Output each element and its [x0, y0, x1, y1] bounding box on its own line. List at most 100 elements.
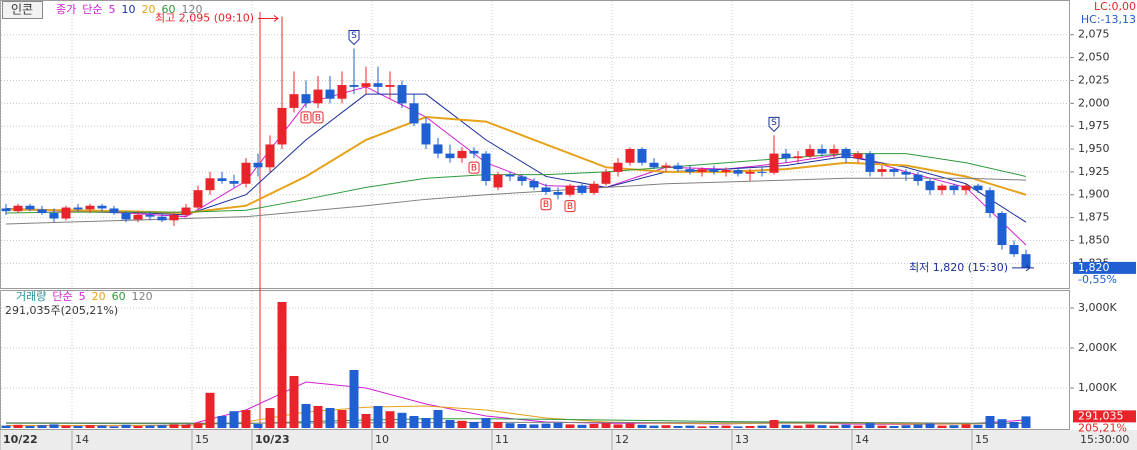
legend-entry: 20 [142, 3, 156, 16]
candle-body [889, 169, 899, 172]
candle-body [433, 144, 443, 154]
volume-bar [565, 424, 575, 428]
candle-body [901, 171, 911, 175]
volume-bar [97, 425, 107, 428]
volume-bar [673, 426, 683, 428]
volume-bar [757, 425, 767, 428]
volume-bar [85, 425, 95, 428]
volume-bar [865, 423, 875, 428]
candle-body [313, 89, 323, 104]
candle-body [397, 85, 407, 104]
volume-bar [181, 424, 191, 428]
stock-tab-label[interactable]: 인콘 [11, 3, 33, 17]
candle-body [301, 94, 311, 104]
volume-bar [481, 418, 491, 428]
volume-bar [997, 419, 1007, 428]
candle-body [913, 174, 923, 182]
x-end-label: 15:30:00 [1080, 433, 1129, 446]
candle-body [409, 103, 419, 124]
candle-body [805, 149, 815, 157]
volume-bar [169, 424, 179, 428]
volume-bar [349, 370, 359, 428]
volume-bar [241, 410, 251, 428]
legend-entry: 120 [182, 3, 203, 16]
volume-bar [841, 424, 851, 428]
high-arrow [258, 15, 279, 22]
x-tick-label: 12 [615, 433, 629, 446]
candle-body [601, 171, 611, 184]
last-price-label: 1,820 [1078, 261, 1110, 274]
ma-line [5, 116, 1027, 215]
volume-bar [229, 411, 239, 428]
volume-bar [445, 420, 455, 428]
volume-bar [817, 425, 827, 428]
last-volume-box [1073, 410, 1136, 423]
volume-bar [325, 408, 335, 428]
candle-body [649, 162, 659, 168]
stock-tab[interactable] [2, 1, 43, 19]
candle-body [289, 94, 299, 108]
volume-bar [745, 426, 755, 428]
sell-signal-label: S [351, 31, 357, 41]
candle-body [13, 205, 23, 212]
y-tick-label: 2,000 [1078, 96, 1110, 109]
ma-line [5, 93, 1027, 223]
x-axis-band [0, 430, 1137, 450]
candle-body [529, 181, 539, 188]
candle-body [949, 185, 959, 191]
candle-body [229, 181, 239, 184]
x-tick-label: 14 [75, 433, 89, 446]
candle-body [865, 153, 875, 172]
candle-body [565, 185, 575, 195]
y-tick-label: 1,950 [1078, 142, 1110, 155]
candle-body [133, 214, 143, 220]
candle-body [205, 178, 215, 191]
candle-body [817, 149, 827, 154]
candle-body [685, 169, 695, 172]
candle-body [253, 162, 263, 168]
candle-body [985, 190, 995, 214]
candle-body [109, 208, 119, 214]
volume-bar [577, 424, 587, 428]
candle-body [829, 149, 839, 154]
volume-bar [361, 414, 371, 428]
candle-body [325, 89, 335, 99]
y-tick-label: 2,075 [1078, 28, 1110, 41]
candle-body [577, 185, 587, 193]
volume-bar [397, 412, 407, 428]
volume-info: 291,035주(205,21%) [5, 304, 118, 317]
candle-body [781, 153, 791, 159]
volume-bar [217, 416, 227, 428]
candle-body [733, 170, 743, 174]
volume-bar [721, 425, 731, 428]
candle-body [997, 213, 1007, 246]
candle-body [613, 162, 623, 172]
volume-bar [949, 425, 959, 428]
volume-bar [265, 408, 275, 428]
volume-bar [769, 420, 779, 428]
candle-body [277, 107, 287, 145]
buy-signal [312, 111, 324, 124]
volume-bar [601, 423, 611, 428]
hc-label: HC:-13,13 [1081, 13, 1136, 26]
legend-entry: 5 [79, 290, 86, 303]
candle-body [349, 85, 359, 87]
volume-bar [301, 404, 311, 428]
y-tick-label: 2,050 [1078, 51, 1110, 64]
x-tick-label: 13 [735, 433, 749, 446]
x-tick-label: 14 [855, 433, 869, 446]
candle-body [49, 213, 59, 219]
ma-line [5, 421, 1027, 424]
candle-body [925, 181, 935, 191]
candle-body [1009, 245, 1019, 255]
candle-body [265, 144, 275, 168]
buy-signal [300, 111, 312, 124]
candle-body [517, 176, 527, 182]
candle-body [1, 208, 11, 212]
x-tick-label: 10 [375, 433, 389, 446]
volume-bar [913, 424, 923, 428]
buy-signal [540, 198, 552, 211]
volume-bar [469, 422, 479, 428]
volume-bar [829, 425, 839, 428]
candle-body [769, 153, 779, 173]
